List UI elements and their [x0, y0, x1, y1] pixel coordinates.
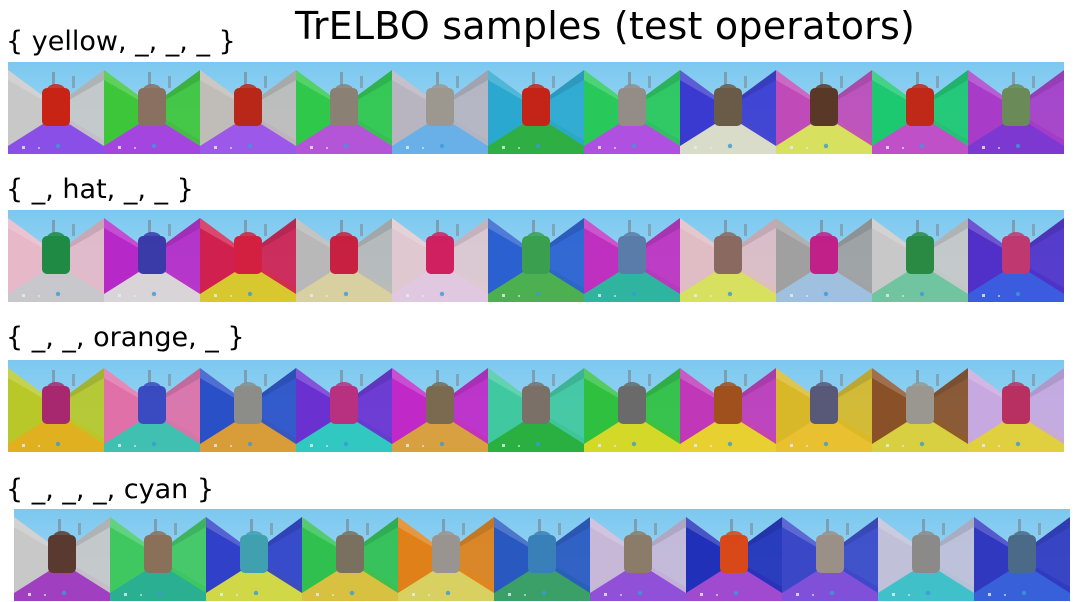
sample-image [104, 210, 200, 302]
sample-image [488, 210, 584, 302]
sample-image [968, 62, 1064, 154]
sample-image [968, 210, 1064, 302]
sample-strip-hat [8, 210, 1064, 302]
sample-image [776, 210, 872, 302]
sample-image [776, 62, 872, 154]
sample-strip-orange [8, 360, 1064, 452]
row-label-yellow: { yellow, _, _, _ } [6, 26, 236, 57]
sample-image [104, 360, 200, 452]
sample-strip-yellow [8, 62, 1064, 154]
sample-image [680, 62, 776, 154]
sample-image [590, 509, 686, 601]
sample-image [494, 509, 590, 601]
row-label-orange: { _, _, orange, _ } [6, 322, 245, 353]
sample-image [872, 62, 968, 154]
sample-image [200, 360, 296, 452]
sample-image [392, 210, 488, 302]
sample-image [14, 509, 110, 601]
sample-image [968, 360, 1064, 452]
sample-image [680, 210, 776, 302]
sample-image [8, 62, 104, 154]
row-label-hat: { _, hat, _, _ } [6, 174, 194, 205]
sample-image [398, 509, 494, 601]
sample-image [206, 509, 302, 601]
sample-image [200, 62, 296, 154]
sample-image [8, 360, 104, 452]
sample-image [974, 509, 1070, 601]
sample-image [584, 210, 680, 302]
sample-image [104, 62, 200, 154]
sample-image [110, 509, 206, 601]
figure-title: TrELBO samples (test operators) [295, 4, 915, 48]
sample-strip-cyan [14, 509, 1070, 601]
sample-image [200, 210, 296, 302]
row-label-cyan: { _, _, _, cyan } [6, 474, 214, 505]
sample-image [686, 509, 782, 601]
sample-image [488, 62, 584, 154]
sample-image [680, 360, 776, 452]
sample-image [296, 62, 392, 154]
sample-image [392, 62, 488, 154]
sample-image [296, 360, 392, 452]
sample-image [296, 210, 392, 302]
sample-image [584, 62, 680, 154]
sample-image [392, 360, 488, 452]
sample-image [488, 360, 584, 452]
sample-image [776, 360, 872, 452]
sample-image [872, 360, 968, 452]
sample-image [302, 509, 398, 601]
sample-image [782, 509, 878, 601]
sample-image [872, 210, 968, 302]
sample-image [8, 210, 104, 302]
sample-image [584, 360, 680, 452]
sample-image [878, 509, 974, 601]
